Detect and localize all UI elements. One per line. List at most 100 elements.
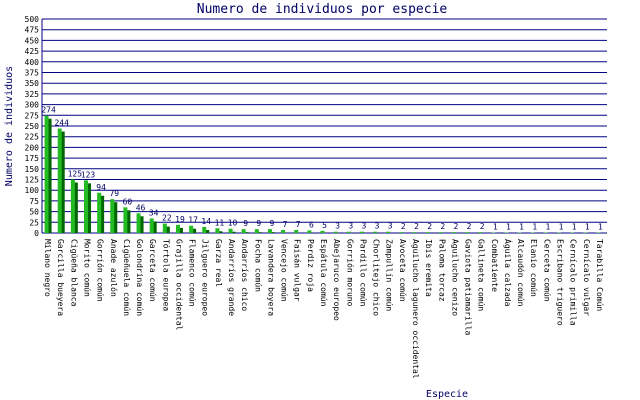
value-label: 3 <box>362 222 367 231</box>
y-tick-label: 75 <box>29 197 39 206</box>
bar-shadow <box>231 231 236 233</box>
y-tick-label: 350 <box>25 79 40 88</box>
x-tick-label: Tarabilla Común <box>595 239 604 311</box>
value-label: 2 <box>401 222 406 231</box>
bar <box>70 179 75 233</box>
x-tick-label: Cigüeñuela común <box>122 239 131 316</box>
value-label: 3 <box>375 222 380 231</box>
value-label: 2 <box>480 222 485 231</box>
y-axis-label: Numero de individuos <box>4 66 15 186</box>
bar <box>97 192 102 233</box>
chart-title: Numero de individuos por especie <box>197 2 448 17</box>
value-label: 17 <box>188 216 198 225</box>
x-tick-label: Anade azulón <box>109 239 119 297</box>
value-label: 2 <box>440 222 445 231</box>
value-label: 274 <box>41 106 56 115</box>
y-tick-label: 400 <box>25 58 40 67</box>
bar-shadow <box>244 232 249 233</box>
bar <box>451 232 456 233</box>
value-label: 3 <box>335 222 340 231</box>
y-tick-label: 150 <box>25 165 40 174</box>
bar <box>438 232 443 233</box>
x-tick-label: Aguilucho lagunero occidental <box>411 239 420 379</box>
bar <box>83 180 88 233</box>
bar <box>123 207 128 233</box>
x-tick-label: Águila calzada <box>503 239 514 307</box>
bar <box>281 230 286 233</box>
x-tick-label: Abejaruco europeo <box>332 239 341 321</box>
bar <box>373 231 378 233</box>
bar <box>412 232 417 233</box>
x-tick-label: Gorrión común <box>96 239 106 302</box>
bar-shadow <box>60 131 65 233</box>
value-label: 34 <box>149 208 159 217</box>
x-tick-label: Combatiente <box>490 239 499 292</box>
x-tick-label: Lavandera boyera <box>266 239 275 316</box>
value-label: 2 <box>414 222 419 231</box>
y-tick-label: 450 <box>25 36 40 45</box>
bar <box>386 231 391 233</box>
value-label: 1 <box>519 223 524 232</box>
x-tick-label: Andarríos grande <box>227 239 236 316</box>
value-label: 1 <box>493 223 498 232</box>
value-label: 7 <box>296 220 301 229</box>
x-tick-label: Alcaudón común <box>516 239 526 307</box>
x-tick-label: Morito común <box>82 239 91 297</box>
x-tick-label: Golondrina común <box>135 239 144 316</box>
y-tick-label: 275 <box>25 111 40 120</box>
x-tick-label: Faisán vulgar <box>293 239 302 302</box>
bar <box>399 232 404 233</box>
value-label: 2 <box>427 222 432 231</box>
x-tick-label: Garcilla bueyera <box>56 239 65 316</box>
value-label: 3 <box>388 222 393 231</box>
bar-shadow <box>86 183 91 233</box>
x-tick-label: Vencejo común <box>280 239 289 302</box>
value-label: 9 <box>270 219 275 228</box>
x-tick-label: Paloma torcaz <box>437 239 446 302</box>
bar <box>241 229 246 233</box>
y-tick-label: 0 <box>34 229 39 238</box>
x-tick-label: Focha común <box>253 239 262 292</box>
bar-shadow <box>152 221 157 233</box>
bar-shadow <box>218 231 223 233</box>
bar <box>478 232 483 233</box>
value-label: 6 <box>309 220 314 229</box>
bar <box>110 199 115 233</box>
value-label: 2 <box>467 222 472 231</box>
y-tick-label: 300 <box>25 101 40 110</box>
x-tick-label: Aguilucho cenizo <box>450 239 459 316</box>
bar <box>162 223 167 233</box>
x-tick-label: Gallineta común <box>477 239 486 311</box>
value-label: 1 <box>598 223 603 232</box>
x-tick-label: Ibis eremita <box>424 239 433 297</box>
x-tick-label: Cernícalo primilla <box>569 239 578 326</box>
value-label: 11 <box>215 218 225 227</box>
value-label: 22 <box>162 214 172 223</box>
bar <box>333 231 338 233</box>
x-tick-label: Perdiz roja <box>306 239 315 292</box>
bar <box>294 230 299 233</box>
bar <box>267 229 272 233</box>
y-tick-label: 125 <box>25 176 40 185</box>
y-tick-label: 200 <box>25 143 40 152</box>
value-label: 1 <box>585 223 590 232</box>
y-tick-label: 475 <box>25 26 40 35</box>
bar <box>425 232 430 233</box>
value-label: 14 <box>201 217 211 226</box>
bar-shadow <box>192 228 197 233</box>
x-tick-label: Andarríos chico <box>240 239 249 311</box>
x-tick-label: Cerceta común <box>542 239 551 302</box>
x-tick-label: Jilguero europeo <box>201 239 210 316</box>
value-label: 3 <box>348 222 353 231</box>
x-tick-label: Cernícalo vulgar <box>582 239 591 316</box>
bar <box>346 231 351 233</box>
value-label: 1 <box>559 223 564 232</box>
x-tick-label: Garza real <box>214 239 223 287</box>
bar-shadow <box>73 182 78 233</box>
y-tick-label: 25 <box>29 218 39 227</box>
value-label: 2 <box>453 222 458 231</box>
x-tick-label: Grajilla occidental <box>174 239 183 331</box>
bar <box>307 230 312 233</box>
value-label: 79 <box>109 189 119 198</box>
